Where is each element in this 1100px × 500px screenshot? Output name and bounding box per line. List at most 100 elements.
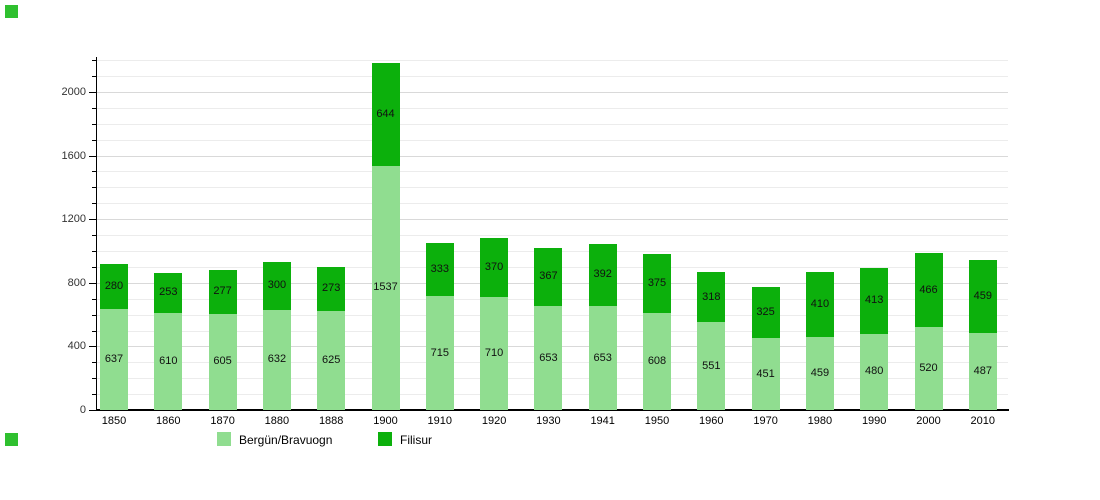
y-axis-tick: [89, 282, 96, 284]
bar-value-label: 520: [919, 362, 938, 375]
corner-marker-bottom-left: [5, 433, 18, 446]
bar-value-label: 273: [322, 282, 341, 295]
x-axis-tick-label: 1880: [264, 415, 290, 427]
bar-value-label: 605: [213, 355, 232, 368]
bar-segment-filisur: [860, 267, 889, 334]
bar-segment-bergun-bravuogn: [860, 333, 889, 410]
gridline: [97, 155, 1008, 157]
bar-value-label: 280: [104, 279, 124, 292]
y-axis-tick: [92, 314, 96, 316]
x-axis-tick-label: 1960: [699, 415, 724, 427]
plot-area: 637 280 610 253 605 277 632 300 625 273 1537 644 715…: [97, 60, 1008, 410]
bar-value-label: 632: [267, 353, 287, 366]
gridline: [97, 123, 1008, 125]
bar-segment-filisur: [371, 63, 400, 166]
y-axis-tick: [89, 155, 96, 157]
bar-value-label: 610: [159, 355, 178, 367]
bar-segment-filisur: [208, 269, 237, 314]
gridline: [97, 91, 1008, 93]
bar-segment-filisur: [425, 243, 454, 297]
y-axis-tick-label: 1600: [61, 149, 86, 162]
y-axis-tick: [89, 219, 96, 221]
bar-value-label: 451: [756, 367, 775, 380]
gridline: [97, 203, 1008, 205]
bar-value-label: 459: [810, 367, 830, 379]
y-axis-tick: [92, 394, 96, 396]
bar-value-label: 392: [593, 268, 612, 281]
y-axis-tick: [92, 298, 96, 300]
gridline: [97, 139, 1008, 141]
bar-segment-filisur: [534, 247, 563, 307]
y-axis-tick: [92, 250, 96, 252]
bar-segment-bergun-bravuogn: [643, 313, 671, 410]
y-axis-tick: [92, 266, 96, 268]
bar-value-label: 487: [973, 364, 992, 377]
bar-value-label: 277: [213, 285, 232, 298]
x-axis-tick-label: 1850: [101, 415, 127, 427]
bar-segment-bergun-bravuogn: [154, 313, 183, 410]
legend-label-filisur: Filisur: [400, 433, 432, 447]
y-axis-tick: [89, 410, 96, 411]
bar-segment-bergun-bravuogn: [317, 310, 346, 410]
gridline: [97, 171, 1008, 173]
x-axis-tick-label: 1920: [481, 415, 507, 427]
bar-value-label: 375: [647, 276, 667, 289]
y-axis-tick: [92, 123, 96, 125]
gridline: [97, 60, 1008, 61]
y-axis-tick: [89, 91, 96, 93]
bar-segment-filisur: [805, 271, 834, 337]
x-axis-tick-label: 1930: [536, 415, 561, 427]
bar-value-label: 300: [267, 279, 287, 292]
bar-value-label: 637: [104, 352, 124, 365]
bar-segment-bergun-bravuogn: [100, 308, 128, 410]
bar-segment-bergun-bravuogn: [697, 322, 726, 410]
gridline: [97, 75, 1008, 77]
bar-segment-filisur: [914, 253, 943, 328]
bar-value-label: 318: [702, 290, 721, 303]
bar-segment-bergun-bravuogn: [371, 165, 400, 410]
legend-label-bergun-bravuogn: Bergün/Bravuogn: [239, 433, 333, 447]
y-axis-tick-label: 1200: [61, 213, 86, 226]
gridline: [97, 187, 1008, 189]
bar-segment-filisur: [968, 259, 997, 333]
bar-value-label: 715: [430, 346, 449, 359]
bar-value-label: 410: [810, 297, 830, 310]
bar-value-label: 653: [593, 351, 612, 364]
x-axis-tick-label: 1950: [644, 415, 670, 427]
bar-segment-filisur: [262, 261, 291, 310]
y-axis-tick-label: 0: [79, 404, 86, 416]
bar-value-label: 710: [484, 347, 504, 359]
bar-segment-bergun-bravuogn: [425, 296, 454, 410]
bar-value-label: 325: [756, 305, 775, 318]
bar-value-label: 480: [865, 365, 884, 378]
y-axis-tick-label: 2000: [61, 85, 86, 98]
y-axis-tick: [92, 107, 96, 109]
bar-segment-filisur: [317, 267, 346, 311]
bar-value-label: 459: [973, 289, 992, 302]
bar-segment-filisur: [751, 286, 780, 339]
y-axis-tick: [92, 75, 96, 77]
bar-value-label: 413: [865, 294, 884, 307]
x-axis-tick-label: 1860: [156, 415, 181, 427]
y-axis-tick: [92, 378, 96, 380]
bar-value-label: 608: [647, 355, 667, 368]
bar-segment-bergun-bravuogn: [588, 306, 617, 410]
y-axis-tick: [92, 330, 96, 332]
y-axis-tick-label: 800: [67, 276, 86, 289]
x-axis-tick-label: 1888: [318, 415, 344, 427]
bar-value-label: 370: [484, 261, 504, 274]
bar-value-label: 367: [539, 270, 558, 283]
bar-value-label: 644: [376, 107, 395, 120]
bar-segment-filisur: [697, 271, 726, 323]
gridline: [97, 107, 1008, 109]
y-axis-tick: [92, 203, 96, 205]
bar-segment-bergun-bravuogn: [208, 313, 237, 410]
bar-value-label: 253: [159, 286, 178, 299]
legend-swatch-filisur: [378, 432, 392, 446]
x-axis-tick-label: 1980: [807, 415, 833, 427]
bar-segment-bergun-bravuogn: [968, 332, 997, 410]
y-axis-tick-label: 400: [67, 340, 86, 353]
bar-value-label: 1537: [373, 281, 398, 294]
x-axis-tick-label: 1870: [210, 415, 235, 427]
